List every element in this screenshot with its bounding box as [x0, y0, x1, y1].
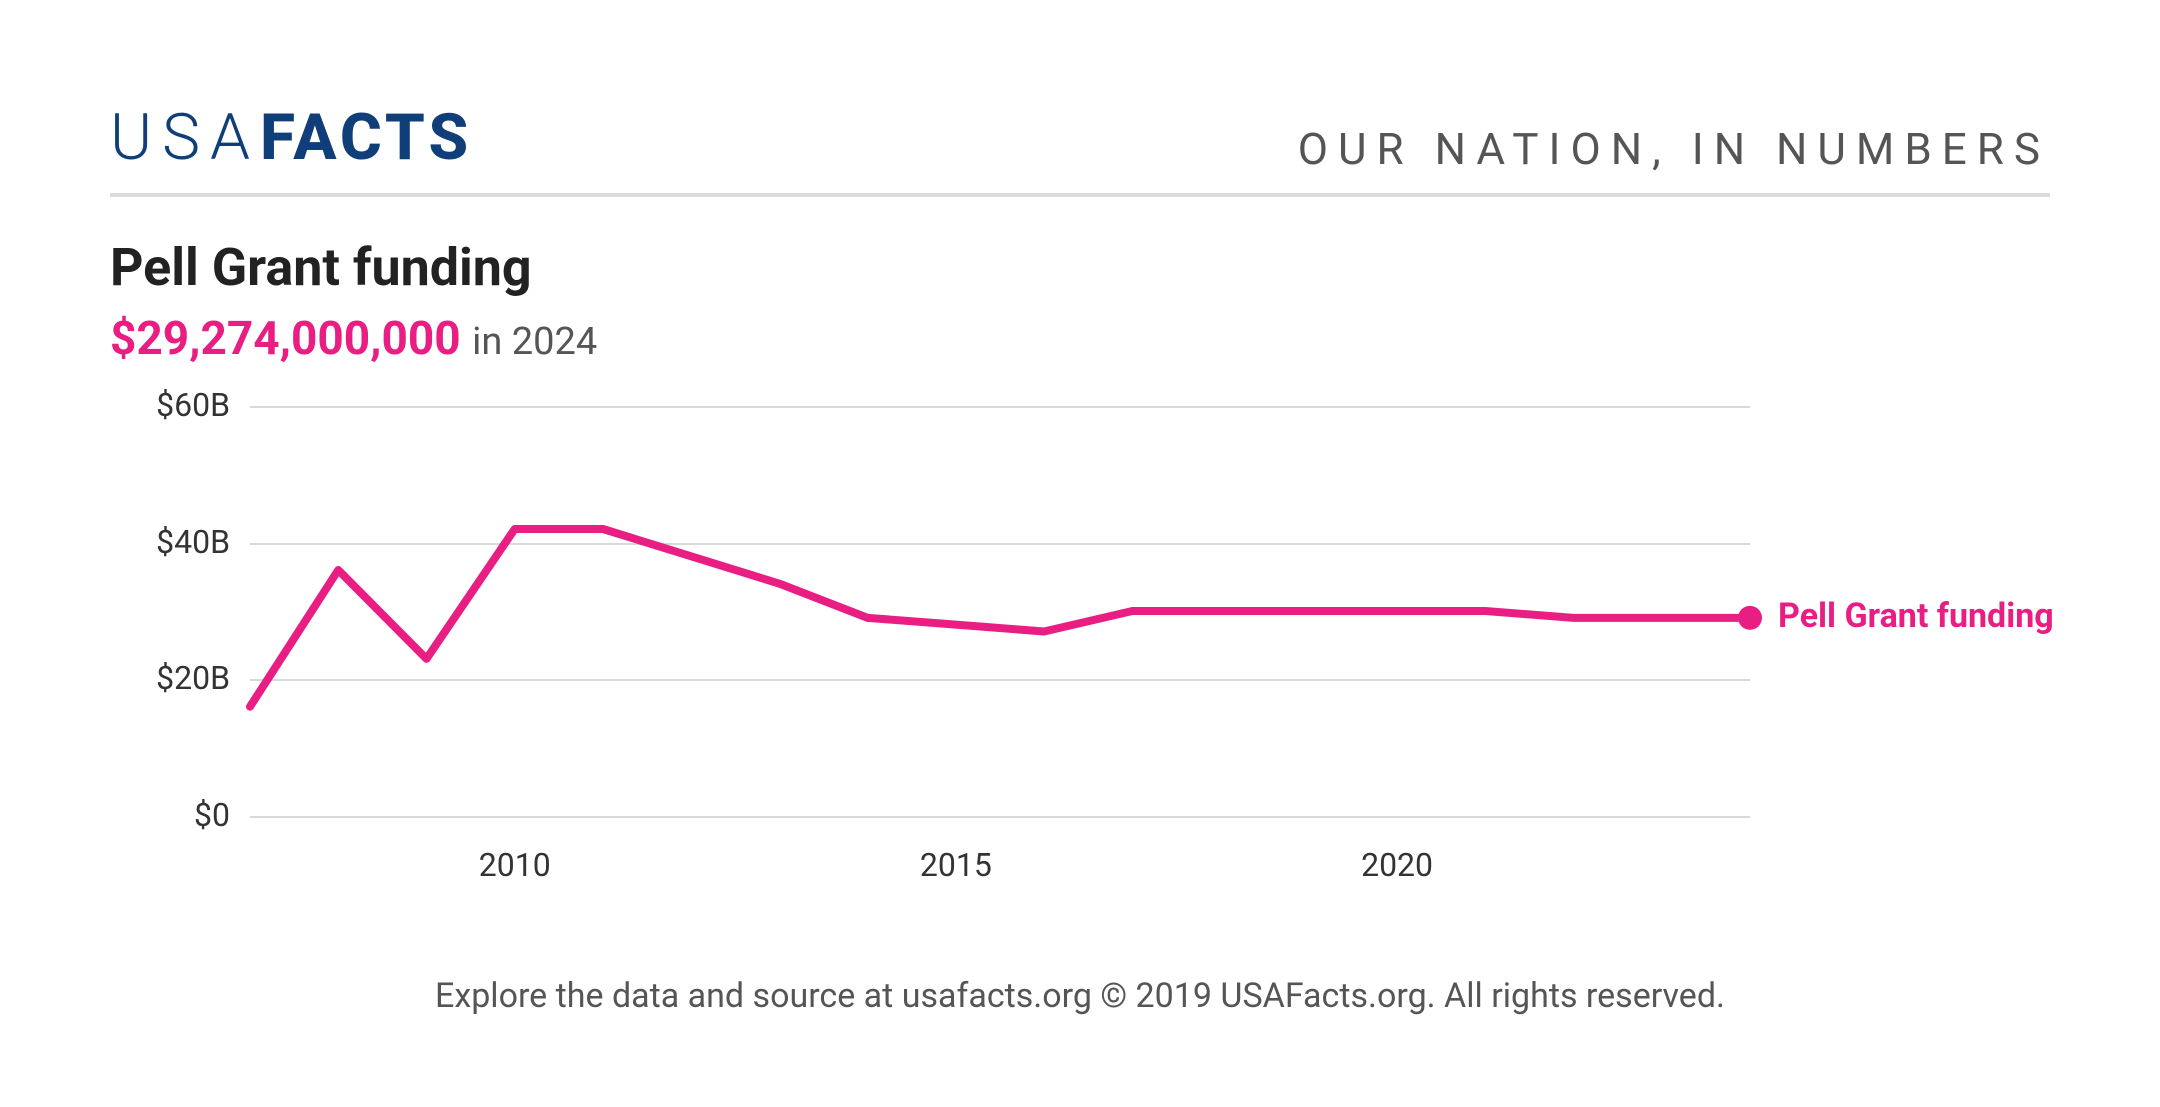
series-end-marker [1738, 606, 1762, 630]
headline: $29,274,000,000 in 2024 [110, 312, 2050, 366]
series-label: Pell Grant funding [1778, 596, 2054, 636]
headline-value: $29,274,000,000 [110, 312, 461, 366]
chart-svg [110, 396, 1790, 856]
line-chart: $0$20B$40B$60B201020152020Pell Grant fun… [110, 396, 2050, 916]
footer-text: Explore the data and source at usafacts.… [110, 976, 2050, 1016]
brand-tagline: OUR NATION, IN NUMBERS [1298, 123, 2050, 175]
page-root: USAFACTS OUR NATION, IN NUMBERS Pell Gra… [0, 0, 2160, 1107]
chart-title: Pell Grant funding [110, 237, 2050, 298]
header: USAFACTS OUR NATION, IN NUMBERS [110, 100, 2050, 197]
logo-bold: FACTS [260, 100, 472, 175]
logo-light: USA [110, 100, 260, 175]
headline-year: in 2024 [472, 320, 597, 364]
series-line [250, 529, 1750, 707]
brand-logo: USAFACTS [110, 100, 472, 175]
